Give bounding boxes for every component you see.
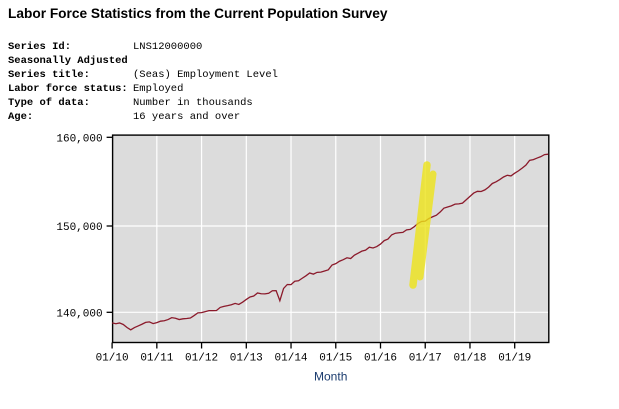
svg-text:01/12: 01/12	[185, 353, 218, 365]
svg-text:01/19: 01/19	[498, 353, 531, 365]
svg-text:01/18: 01/18	[453, 353, 486, 365]
svg-text:01/10: 01/10	[96, 353, 129, 365]
svg-text:140,000: 140,000	[56, 308, 102, 320]
svg-text:160,000: 160,000	[56, 133, 102, 145]
svg-text:01/14: 01/14	[275, 353, 308, 365]
svg-text:Month: Month	[314, 370, 347, 384]
svg-text:01/15: 01/15	[319, 353, 352, 365]
svg-text:150,000: 150,000	[56, 222, 102, 234]
svg-text:01/17: 01/17	[409, 353, 442, 365]
svg-text:01/16: 01/16	[364, 353, 397, 365]
svg-text:01/13: 01/13	[230, 353, 263, 365]
svg-text:01/11: 01/11	[140, 353, 173, 365]
